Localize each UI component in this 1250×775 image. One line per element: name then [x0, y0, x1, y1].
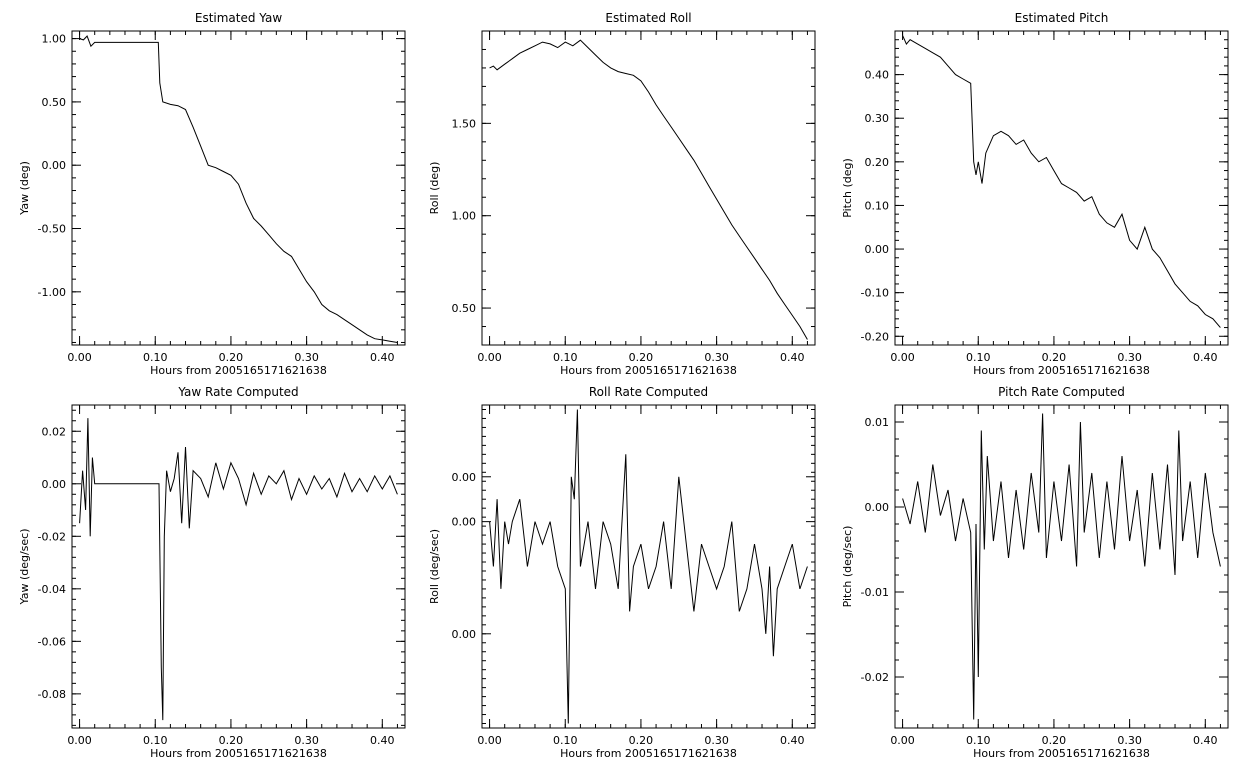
yaw-rate-y-tick-label: -0.02 — [38, 530, 66, 543]
pitch-x-tick-label: 0.10 — [966, 351, 991, 364]
yaw-rate-y-tick-label: -0.04 — [38, 583, 66, 596]
yaw-rate-x-tick-label: 0.00 — [67, 734, 92, 747]
pitch-y-tick-label: 0.30 — [865, 112, 890, 125]
yaw-rate-title: Yaw Rate Computed — [177, 385, 298, 399]
roll-x-tick-label: 0.40 — [780, 351, 805, 364]
yaw-rate-x-tick-label: 0.40 — [370, 734, 395, 747]
roll-panel: Estimated Roll Hours from 200516517162163… — [428, 11, 816, 377]
pitch-rate-y-tick-label: -0.01 — [861, 586, 889, 599]
yaw-rate-panel: Yaw Rate Computed Hours from 200516517162… — [18, 385, 406, 760]
pitch-panel: Estimated Pitch Hours from 20051651716216… — [841, 11, 1229, 377]
roll-x-axis-label: Hours from 2005165171621638 — [560, 364, 737, 377]
roll-rate-x-tick-label: 0.30 — [704, 734, 729, 747]
pitch-rate-y-tick-label: 0.00 — [865, 501, 890, 514]
yaw-series-line — [79, 35, 398, 343]
roll-rate-x-tick-label: 0.00 — [477, 734, 502, 747]
pitch-y-tick-label: 0.40 — [865, 69, 890, 82]
roll-rate-y-tick-label: 0.00 — [452, 516, 477, 529]
roll-rate-plot-frame — [481, 404, 816, 729]
pitch-rate-y-axis-label: Pitch (deg/sec) — [841, 526, 854, 608]
yaw-x-tick-label: 0.10 — [143, 351, 168, 364]
pitch-rate-x-tick-label: 0.20 — [1042, 734, 1067, 747]
yaw-y-axis-label: Yaw (deg) — [18, 161, 31, 216]
yaw-x-tick-label: 0.00 — [67, 351, 92, 364]
pitch-rate-x-tick-label: 0.00 — [890, 734, 915, 747]
roll-rate-x-tick-label: 0.20 — [629, 734, 654, 747]
pitch-y-tick-label: 0.10 — [865, 199, 890, 212]
yaw-x-tick-label: 0.30 — [294, 351, 319, 364]
pitch-rate-panel: Pitch Rate Computed Hours from 2005165171… — [841, 385, 1229, 760]
roll-x-tick-label: 0.20 — [629, 351, 654, 364]
pitch-y-axis-label: Pitch (deg) — [841, 158, 854, 218]
pitch-y-tick-label: 0.00 — [865, 243, 890, 256]
yaw-rate-x-axis-label: Hours from 2005165171621638 — [150, 747, 327, 760]
yaw-y-tick-label: -0.50 — [38, 223, 66, 236]
roll-rate-y-tick-label: 0.00 — [452, 628, 477, 641]
yaw-rate-y-tick-label: -0.08 — [38, 688, 66, 701]
roll-rate-title: Roll Rate Computed — [589, 385, 708, 399]
pitch-rate-title: Pitch Rate Computed — [998, 385, 1125, 399]
yaw-rate-y-axis-label: Yaw (deg/sec) — [18, 528, 31, 605]
yaw-x-tick-label: 0.20 — [219, 351, 244, 364]
roll-y-tick-label: 1.00 — [452, 210, 477, 223]
roll-plot-frame — [481, 30, 816, 346]
pitch-rate-series-line — [902, 413, 1221, 720]
pitch-rate-x-tick-label: 0.30 — [1117, 734, 1142, 747]
yaw-rate-y-tick-label: 0.02 — [42, 425, 67, 438]
yaw-y-tick-label: 1.00 — [42, 33, 67, 46]
roll-rate-series-line — [489, 409, 808, 724]
roll-rate-x-tick-label: 0.10 — [553, 734, 578, 747]
yaw-plot-frame — [71, 30, 406, 346]
roll-rate-panel: Roll Rate Computed Hours from 20051651716… — [428, 385, 816, 760]
pitch-rate-x-tick-label: 0.10 — [966, 734, 991, 747]
yaw-rate-plot-frame — [71, 404, 406, 729]
yaw-x-tick-label: 0.40 — [370, 351, 395, 364]
yaw-y-tick-label: 0.50 — [42, 96, 67, 109]
roll-rate-y-tick-label: 0.00 — [452, 471, 477, 484]
yaw-rate-x-tick-label: 0.10 — [143, 734, 168, 747]
roll-series-line — [489, 39, 808, 340]
pitch-rate-x-tick-label: 0.40 — [1193, 734, 1218, 747]
roll-x-tick-label: 0.30 — [704, 351, 729, 364]
pitch-title: Estimated Pitch — [1015, 11, 1109, 25]
roll-rate-x-tick-label: 0.40 — [780, 734, 805, 747]
roll-rate-x-axis-label: Hours from 2005165171621638 — [560, 747, 737, 760]
roll-x-tick-label: 0.00 — [477, 351, 502, 364]
pitch-rate-x-axis-label: Hours from 2005165171621638 — [973, 747, 1150, 760]
roll-y-tick-label: 1.50 — [452, 117, 477, 130]
yaw-rate-x-tick-label: 0.30 — [294, 734, 319, 747]
roll-title: Estimated Roll — [605, 11, 691, 25]
yaw-rate-y-tick-label: 0.00 — [42, 478, 67, 491]
yaw-panel: Estimated Yaw Hours from 2005165171621638… — [18, 11, 406, 377]
yaw-rate-series-line — [79, 418, 398, 721]
pitch-series-line — [902, 35, 1221, 328]
pitch-x-tick-label: 0.40 — [1193, 351, 1218, 364]
yaw-rate-y-tick-label: -0.06 — [38, 635, 66, 648]
pitch-rate-y-tick-label: -0.02 — [861, 671, 889, 684]
yaw-y-tick-label: 0.00 — [42, 159, 67, 172]
roll-rate-y-axis-label: Roll (deg/sec) — [428, 529, 441, 604]
pitch-y-tick-label: 0.20 — [865, 156, 890, 169]
yaw-y-tick-label: -1.00 — [38, 286, 66, 299]
pitch-y-tick-label: -0.20 — [861, 330, 889, 343]
pitch-x-tick-label: 0.00 — [890, 351, 915, 364]
pitch-x-axis-label: Hours from 2005165171621638 — [973, 364, 1150, 377]
yaw-title: Estimated Yaw — [195, 11, 282, 25]
pitch-rate-y-tick-label: 0.01 — [865, 416, 890, 429]
pitch-rate-plot-frame — [894, 404, 1229, 729]
pitch-plot-frame — [894, 30, 1229, 346]
roll-x-tick-label: 0.10 — [553, 351, 578, 364]
pitch-y-tick-label: -0.10 — [861, 287, 889, 300]
yaw-rate-x-tick-label: 0.20 — [219, 734, 244, 747]
roll-y-tick-label: 0.50 — [452, 302, 477, 315]
roll-y-axis-label: Roll (deg) — [428, 162, 441, 215]
pitch-x-tick-label: 0.30 — [1117, 351, 1142, 364]
pitch-x-tick-label: 0.20 — [1042, 351, 1067, 364]
yaw-x-axis-label: Hours from 2005165171621638 — [150, 364, 327, 377]
